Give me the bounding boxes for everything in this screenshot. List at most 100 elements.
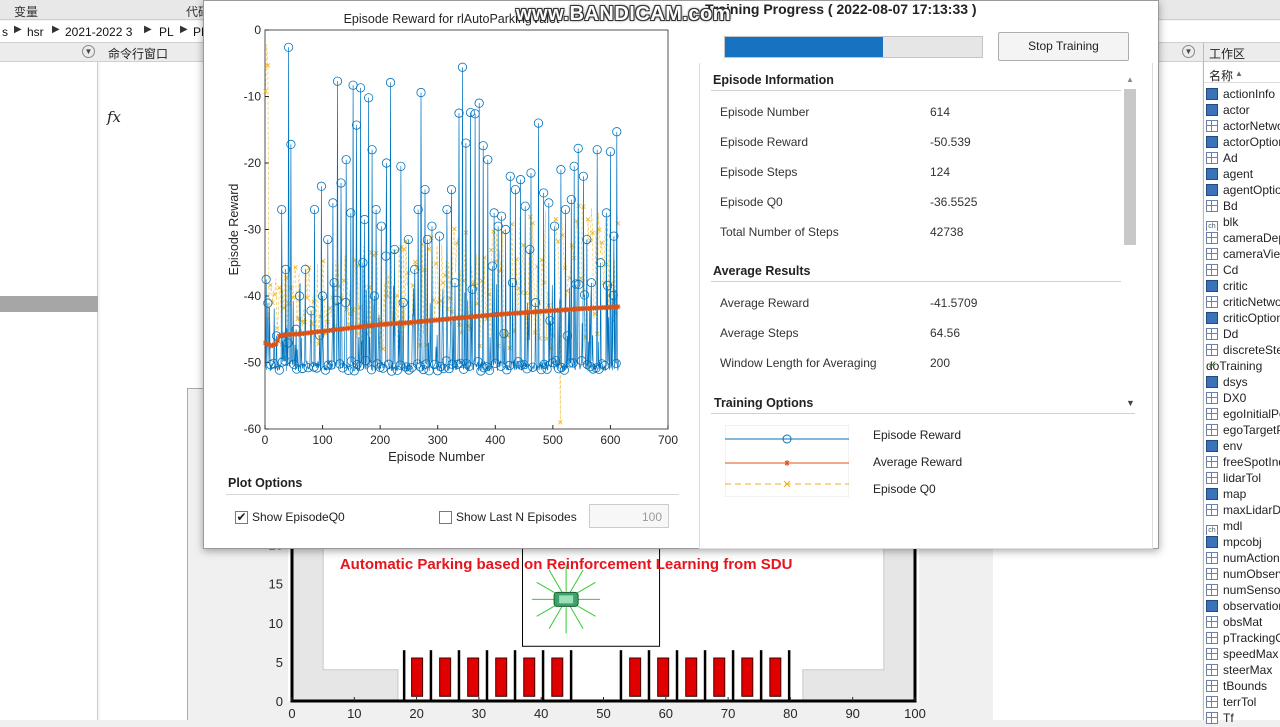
reward-marker: [539, 188, 549, 198]
workspace-variable-row[interactable]: cameraDepth: [1206, 231, 1280, 247]
q0-marker: [569, 243, 575, 248]
workspace-variable-name: actorOptions: [1223, 135, 1280, 149]
workspace-variable-row[interactable]: agent: [1206, 167, 1280, 183]
matrix-variable-icon: [1206, 584, 1218, 596]
path-crumb-lead[interactable]: s: [2, 25, 8, 39]
workspace-variable-row[interactable]: criticOptions: [1206, 311, 1280, 327]
reward-marker: [611, 358, 621, 369]
reward-marker: [341, 298, 351, 308]
workspace-variable-row[interactable]: terrTol: [1206, 695, 1280, 711]
training-options-title[interactable]: Training Options: [714, 396, 814, 410]
q0-marker: [592, 311, 598, 317]
collapse-arrow-icon[interactable]: ▼: [1126, 398, 1135, 408]
workspace-variable-row[interactable]: pTrackingGain: [1206, 631, 1280, 647]
info-row-label: Average Steps: [720, 326, 799, 340]
reward-marker: [513, 357, 523, 367]
q0-marker: [265, 63, 271, 68]
workspace-variable-row[interactable]: numSensors: [1206, 583, 1280, 599]
y-tick-label: 0: [254, 23, 261, 37]
workspace-variable-row[interactable]: egoInitialPose: [1206, 407, 1280, 423]
workspace-variable-name: terrTol: [1223, 695, 1257, 709]
q0-marker: [403, 238, 409, 244]
workspace-variable-row[interactable]: env: [1206, 439, 1280, 455]
show-last-n-checkbox[interactable]: [439, 511, 452, 524]
workspace-variable-row[interactable]: numObservations: [1206, 567, 1280, 583]
q0-marker: [555, 239, 561, 244]
workspace-variable-row[interactable]: lidarTol: [1206, 471, 1280, 487]
current-folder-panel[interactable]: [0, 62, 98, 720]
workspace-variable-row[interactable]: freeSpotIndex: [1206, 455, 1280, 471]
reward-marker: [505, 360, 515, 371]
workspace-variable-row[interactable]: Tf: [1206, 711, 1280, 727]
workspace-variable-row[interactable]: actionInfo: [1206, 87, 1280, 103]
workspace-variable-row[interactable]: actorNetwork: [1206, 119, 1280, 135]
workspace-variable-row[interactable]: cameraViewAngle: [1206, 247, 1280, 263]
workspace-variable-row[interactable]: Bd: [1206, 199, 1280, 215]
info-scrollbar[interactable]: ▲: [1123, 75, 1137, 375]
y-tick-label: -40: [244, 289, 262, 303]
last-n-episodes-input[interactable]: 100: [589, 504, 669, 528]
workspace-variable-row[interactable]: actor: [1206, 103, 1280, 119]
selected-file-row[interactable]: [0, 296, 98, 312]
workspace-variable-row[interactable]: dsys: [1206, 375, 1280, 391]
path-crumb-pl[interactable]: PL: [159, 25, 174, 39]
workspace-variable-row[interactable]: tBounds: [1206, 679, 1280, 695]
legend-episode-q0: Episode Q0: [873, 482, 936, 496]
info-row-value: 614: [930, 105, 951, 119]
panel-menu-icon[interactable]: ▼: [82, 45, 95, 58]
reward-marker: [605, 147, 616, 157]
workspace-variable-row[interactable]: map: [1206, 487, 1280, 503]
reward-marker: [530, 298, 541, 308]
path-crumb-hsr[interactable]: hsr: [27, 25, 44, 39]
q0-marker: [401, 246, 407, 252]
reward-marker: [416, 87, 426, 98]
workspace-variable-row[interactable]: steerMax: [1206, 663, 1280, 679]
workspace-variable-row[interactable]: obsMat: [1206, 615, 1280, 631]
workspace-variable-row[interactable]: Ad: [1206, 151, 1280, 167]
workspace-variable-name: map: [1223, 487, 1247, 501]
stop-training-button[interactable]: Stop Training: [998, 32, 1129, 61]
workspace-variable-row[interactable]: Cd: [1206, 263, 1280, 279]
reward-marker: [596, 258, 606, 268]
workspace-variable-row[interactable]: maxLidarDist: [1206, 503, 1280, 519]
workspace-column-header[interactable]: 名称 ▲: [1204, 65, 1280, 83]
workspace-variable-name: dsys: [1223, 375, 1248, 389]
workspace-variable-row[interactable]: observationInfo: [1206, 599, 1280, 615]
workspace-variable-row[interactable]: Dd: [1206, 327, 1280, 343]
object-variable-icon: [1206, 488, 1218, 500]
workspace-variable-row[interactable]: numActions: [1206, 551, 1280, 567]
reward-marker: [442, 204, 452, 215]
workspace-variable-row[interactable]: actorOptions: [1206, 135, 1280, 151]
reward-marker: [461, 359, 472, 369]
workspace-variable-name: numObservations: [1223, 567, 1280, 581]
workspace-variable-row[interactable]: speedMax: [1206, 647, 1280, 663]
workspace-variable-row[interactable]: criticNetwork: [1206, 295, 1280, 311]
workspace-variable-row[interactable]: critic: [1206, 279, 1280, 295]
reward-marker: [559, 365, 569, 375]
panel-menu-icon[interactable]: ▼: [1182, 45, 1195, 58]
variables-tab[interactable]: 变量: [14, 5, 39, 19]
info-row-value: -50.539: [930, 135, 971, 149]
average-marker: [269, 342, 275, 348]
workspace-variable-row[interactable]: ch mdl: [1206, 519, 1280, 535]
workspace-variable-row[interactable]: agentOptions: [1206, 183, 1280, 199]
path-crumb-year[interactable]: 2021-2022 3: [65, 25, 133, 39]
reward-marker: [274, 365, 284, 375]
show-q0-checkbox[interactable]: ✔: [235, 510, 248, 524]
workspace-variable-row[interactable]: ch blk: [1206, 215, 1280, 231]
workspace-variable-row[interactable]: DX0: [1206, 391, 1280, 407]
q0-marker: [327, 305, 333, 311]
workspace-variable-row[interactable]: egoTargetPose: [1206, 423, 1280, 439]
matrix-variable-icon: [1206, 392, 1218, 404]
reward-marker: [464, 361, 474, 371]
workspace-panel[interactable]: 工作区 名称 ▲ actionInfo actor actorNetwork acto…: [1203, 43, 1280, 725]
scroll-up-icon[interactable]: ▲: [1126, 75, 1134, 84]
workspace-variable-row[interactable]: mpcobj: [1206, 535, 1280, 551]
workspace-variable-row[interactable]: ✓ doTraining: [1206, 359, 1280, 375]
reward-marker: [328, 198, 338, 208]
reward-marker: [499, 328, 509, 339]
workspace-variable-row[interactable]: discreteSteps: [1206, 343, 1280, 359]
scrollbar-thumb[interactable]: [1124, 89, 1136, 245]
x-tick-label: 500: [543, 433, 563, 447]
fx-prompt-icon: fx: [107, 108, 122, 126]
